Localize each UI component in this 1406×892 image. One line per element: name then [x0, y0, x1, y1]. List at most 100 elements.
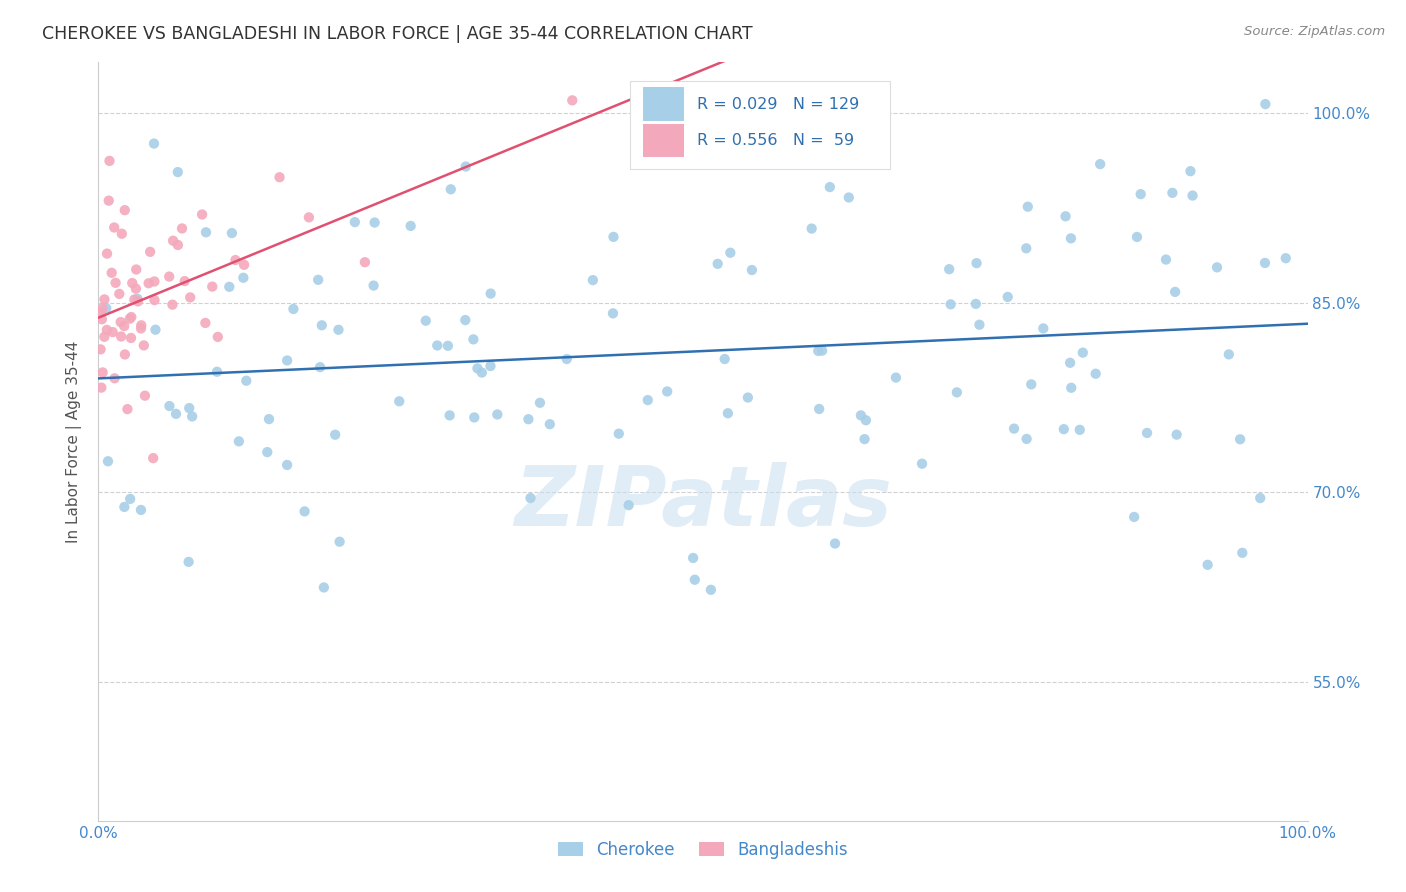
Point — [1059, 356, 1081, 370]
Point — [706, 257, 728, 271]
Point — [713, 351, 735, 366]
Point — [1164, 285, 1187, 299]
Point — [143, 136, 166, 151]
Point — [855, 413, 877, 427]
Point — [838, 190, 860, 204]
Point — [1084, 367, 1107, 381]
Point — [194, 316, 217, 330]
Point — [354, 255, 377, 269]
Point — [228, 434, 250, 449]
Point — [808, 401, 831, 416]
Point — [328, 323, 350, 337]
Point — [129, 318, 152, 333]
Point — [142, 451, 165, 466]
Point — [617, 498, 640, 512]
Point — [233, 258, 256, 272]
Point — [120, 331, 142, 345]
Point — [179, 290, 201, 304]
Point — [118, 311, 141, 326]
Point — [276, 353, 298, 368]
Point — [312, 581, 335, 595]
Point — [946, 385, 969, 400]
Point — [120, 491, 142, 506]
Point — [257, 412, 280, 426]
Point — [1154, 252, 1177, 267]
Point — [117, 402, 139, 417]
Point — [110, 315, 132, 329]
Point — [966, 256, 988, 270]
Point — [602, 306, 624, 320]
Y-axis label: In Labor Force | Age 35-44: In Labor Force | Age 35-44 — [66, 341, 83, 542]
Point — [343, 215, 366, 229]
Point — [91, 301, 114, 316]
Point — [1002, 422, 1025, 436]
Bar — [643, 87, 683, 120]
Point — [853, 432, 876, 446]
Point — [700, 582, 723, 597]
Point — [129, 503, 152, 517]
Point — [101, 325, 124, 339]
Point — [849, 409, 872, 423]
Point — [471, 366, 494, 380]
Point — [218, 280, 240, 294]
Point — [884, 370, 907, 384]
Point — [232, 270, 254, 285]
Point — [181, 409, 204, 424]
Point — [538, 417, 561, 432]
Point — [363, 215, 385, 229]
Point — [938, 262, 960, 277]
Point — [1032, 321, 1054, 335]
Point — [607, 426, 630, 441]
Point — [1254, 97, 1277, 112]
Text: CHEROKEE VS BANGLADESHI IN LABOR FORCE | AGE 35-44 CORRELATION CHART: CHEROKEE VS BANGLADESHI IN LABOR FORCE |… — [42, 25, 752, 43]
Point — [399, 219, 422, 233]
Point — [96, 246, 118, 260]
Point — [1126, 230, 1149, 244]
Point — [911, 457, 934, 471]
Point — [221, 226, 243, 240]
Point — [454, 160, 477, 174]
Point — [997, 290, 1019, 304]
Point — [555, 352, 578, 367]
Point — [104, 371, 127, 385]
Point — [1054, 209, 1077, 223]
Point — [1229, 432, 1251, 446]
Point — [162, 298, 184, 312]
Point — [139, 244, 162, 259]
Point — [170, 221, 193, 235]
Point — [125, 262, 148, 277]
Point — [745, 106, 768, 120]
Point — [191, 207, 214, 221]
Point — [637, 393, 659, 408]
Point — [807, 343, 830, 358]
Point — [125, 282, 148, 296]
Point — [1181, 188, 1204, 202]
Text: Source: ZipAtlas.com: Source: ZipAtlas.com — [1244, 25, 1385, 38]
Point — [93, 330, 115, 344]
Point — [1060, 231, 1083, 245]
Point — [298, 211, 321, 225]
Point — [517, 412, 540, 426]
Point — [1218, 347, 1240, 361]
Point — [467, 361, 489, 376]
Point — [195, 225, 218, 239]
Point — [1069, 423, 1091, 437]
Point — [127, 292, 149, 306]
Point — [112, 319, 135, 334]
Point — [426, 338, 449, 352]
Point — [1053, 422, 1076, 436]
Point — [717, 406, 740, 420]
Point — [323, 427, 346, 442]
Point — [294, 504, 316, 518]
Point — [173, 274, 195, 288]
Point — [111, 227, 134, 241]
Point — [824, 536, 846, 550]
Point — [90, 381, 112, 395]
Bar — [643, 124, 683, 157]
Point — [1088, 157, 1111, 171]
Point — [582, 273, 605, 287]
FancyBboxPatch shape — [630, 81, 890, 169]
Point — [91, 366, 114, 380]
Point — [1206, 260, 1229, 275]
Point — [124, 293, 146, 307]
